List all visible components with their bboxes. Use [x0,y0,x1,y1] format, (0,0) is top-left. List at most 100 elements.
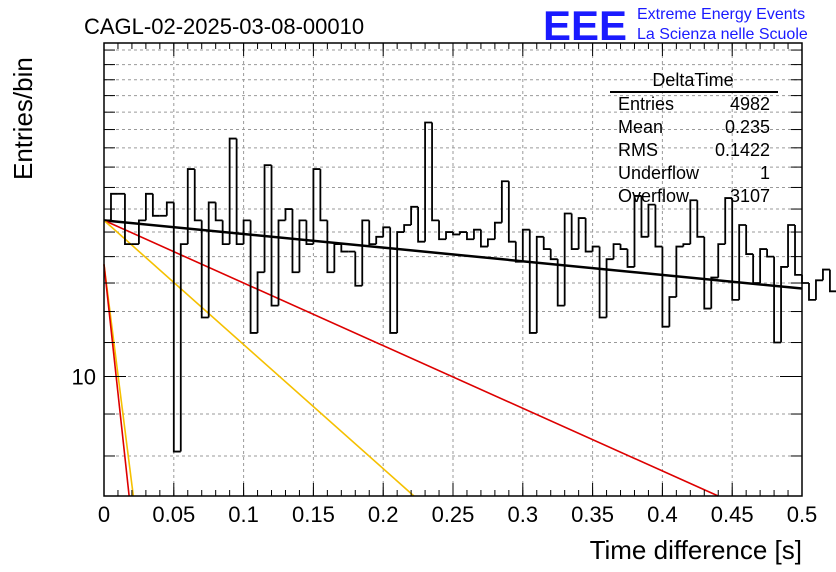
histogram-bin [389,227,398,334]
histogram-bin [452,232,460,236]
tick-labels: 0 0.05 0.1 0.15 0.2 0.25 0.3 0.35 0.4 0.45 0.5 10 [72,364,818,527]
histogram-bin [647,203,656,237]
histogram-bin [605,258,614,318]
histogram-bin [584,218,593,253]
histogram-bin [640,195,649,238]
x-axis-label: Time difference [s] [590,535,802,565]
histogram-bin [521,228,530,262]
histogram-bin [766,249,775,258]
stats-box: DeltaTime Entries 4982 Mean 0.235 RMS 0.1422 U… [610,70,778,206]
histogram-bin [368,220,377,246]
histogram-bin [144,192,153,221]
logo-line-2: La Scienza nelle Scuole [637,26,808,43]
histogram-bin [179,243,188,452]
histogram-bin [124,193,132,246]
x-tick-label: 0.05 [152,502,195,527]
histogram-bin [591,245,600,252]
histogram-bin [249,220,258,334]
histogram-bin [200,220,209,319]
histogram-bin [493,221,502,240]
histogram-bin [577,217,586,250]
histogram-bin [361,219,370,286]
fit-line-2 [103,219,719,497]
histogram-bin [500,180,509,223]
histogram-bin [787,224,796,267]
histogram-bin [738,224,747,300]
histogram-bin [431,122,440,222]
histogram-bin [326,220,335,274]
x-tick-label: 0.45 [711,502,754,527]
histogram-bin [717,243,726,278]
histogram-bin [473,228,481,240]
stats-row-label: Overflow [618,186,690,206]
histogram-bin [319,169,328,222]
x-tick-label: 0.3 [508,502,539,527]
histogram-bin [654,204,663,248]
histogram-bin [256,271,265,333]
histogram-bin [682,243,691,247]
histogram-bin [270,165,279,307]
histogram-bin [570,213,579,250]
histogram-bin [165,201,174,216]
histogram-bin [829,269,836,293]
stats-box-title: DeltaTime [652,70,733,90]
histogram-bin [445,231,453,240]
histogram-bin [221,220,230,246]
histogram-bin [110,192,118,221]
fit-line-5 [103,264,130,497]
histogram-bin [151,193,160,217]
x-tick-label: 0.2 [368,502,399,527]
logo-line-1: Extreme Energy Events [637,6,805,23]
x-tick-label: 0.1 [228,502,259,527]
stats-row-label: Underflow [618,163,700,183]
histogram-bin [815,279,823,300]
x-tick-label: 0.25 [432,502,475,527]
histogram-bin [291,209,300,274]
histogram-bin [284,208,293,221]
histogram-bin [661,246,670,328]
histogram-bin [801,274,809,284]
histogram-bin [228,137,237,245]
x-tick-label: 0.15 [292,502,335,527]
stats-row-label: Entries [618,94,674,114]
histogram-bin [138,219,146,245]
histogram-bin [528,229,537,334]
histogram-bin [459,231,467,235]
stats-row-label: RMS [618,140,658,160]
histogram-bin [535,235,544,333]
histogram-bin [207,201,216,318]
histogram-bin [375,235,384,245]
histogram-bin [466,232,474,241]
histogram-bin [298,219,307,273]
histogram-bin [312,168,321,245]
histogram-bin [710,276,719,309]
histogram-bin [263,164,272,273]
histogram-bin [822,268,830,281]
histogram-bin [514,241,523,263]
stats-row-label: Mean [618,117,663,137]
histogram-bin [598,246,607,319]
histogram-bin [242,219,251,245]
histogram-bin [773,256,782,344]
histogram-bin [438,220,447,241]
histogram-bin [340,244,349,253]
histogram-bin [542,236,551,250]
histogram-bin [612,243,621,260]
histogram-bin [731,198,740,301]
histogram-bin [703,236,712,310]
histogram-bin [633,195,642,267]
stats-row-value: 3107 [730,186,770,206]
stats-row-value: 1 [760,163,770,183]
histogram-bin [794,224,802,276]
histogram-bin [417,206,426,243]
histogram-bin [305,220,314,246]
x-tick-label: 0.5 [787,502,818,527]
histogram-bin [403,224,412,233]
x-tick-label: 0.4 [647,502,678,527]
fit-lines [103,219,803,497]
histogram-bin [668,296,677,327]
histogram-series [104,121,836,453]
histogram-bin [214,202,223,222]
fit-line-3 [103,219,415,497]
